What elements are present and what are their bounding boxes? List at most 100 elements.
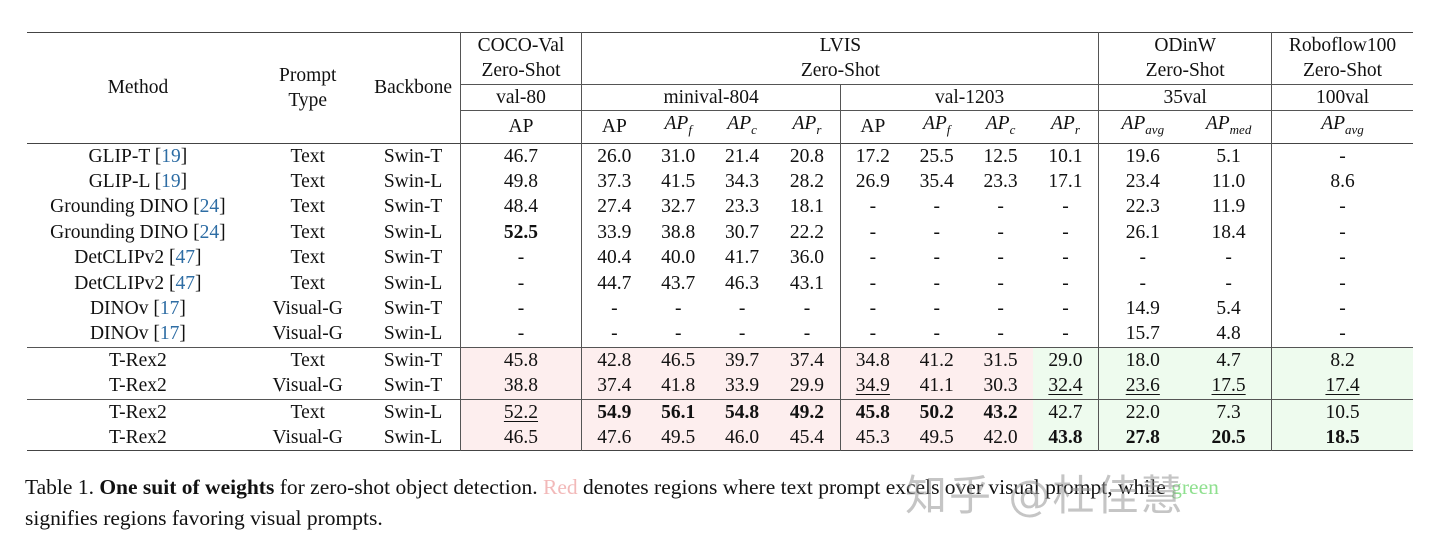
watermark: 知乎 @杜佳慧 <box>905 471 1185 520</box>
prompt-cell: Visual-G <box>272 323 343 345</box>
backbone-header: Backbone <box>374 77 453 99</box>
header-row-3: AP AP APf APc APr AP APf APc APr APavg A… <box>27 110 1413 144</box>
value-cell: - <box>1271 295 1413 322</box>
value-cell: 18.4 <box>1211 221 1246 243</box>
value-cell: 43.7 <box>661 272 696 294</box>
backbone-cell: Swin-L <box>383 221 443 243</box>
value-cell: 29.0 <box>1032 346 1099 374</box>
value-cell: 5.4 <box>1216 297 1241 319</box>
value-cell: 54.9 <box>581 398 647 425</box>
prompt-cell: Visual-G <box>272 426 343 448</box>
method-header: Method <box>107 77 169 99</box>
value-cell: - <box>933 196 940 218</box>
caption-text2: denotes regions where text prompt excels… <box>577 475 1172 499</box>
value-cell: 20.8 <box>789 145 825 167</box>
citation-link[interactable]: 17 <box>159 297 180 319</box>
value-cell: 41.8 <box>646 373 711 400</box>
table-row: DetCLIPv2 [47] Text Swin-T -40.4 40.0 41.7 36.… <box>27 245 1413 271</box>
value-cell: 32.7 <box>661 196 696 218</box>
method-cell: GLIP-T [19] <box>88 145 188 167</box>
value-cell: - <box>738 297 746 319</box>
value-cell: 37.4 <box>581 373 647 400</box>
value-cell: 30.7 <box>725 221 760 243</box>
caption-bold: One suit of weights <box>99 475 275 499</box>
value-cell: 23.4 <box>1098 168 1187 195</box>
table-body: GLIP-T [19] Text Swin-T 46.7 26.0 31.0 21.4 20.… <box>27 143 1413 451</box>
value-cell: - <box>933 221 940 243</box>
citation-link[interactable]: 24 <box>199 196 220 218</box>
coco-header: COCO-Val Zero-Shot <box>459 32 582 85</box>
table-row: Grounding DINO [24] Text Swin-L 52.5 33.9 38.… <box>27 219 1413 246</box>
method-cell: DetCLIPv2 [47] <box>74 272 202 294</box>
value-cell: 45.4 <box>774 424 841 451</box>
value-cell: 23.3 <box>983 170 1018 192</box>
value-cell: - <box>997 323 1004 345</box>
odinw-name: ODinW <box>1154 35 1217 56</box>
rf100-header: Roboflow100 Zero-Shot <box>1271 32 1413 85</box>
value-cell: - <box>1062 323 1069 345</box>
value-cell: 42.7 <box>1032 398 1099 425</box>
value-cell: 31.5 <box>968 346 1033 374</box>
table-row: DINOv [17] Visual-G Swin-T - - - - - - - - -14.9 5.4… <box>27 295 1413 322</box>
backbone-cell: Swin-T <box>383 196 443 218</box>
value-cell: 5.1 <box>1216 145 1241 167</box>
value-cell: 41.7 <box>725 247 760 269</box>
backbone-cell: Swin-L <box>383 272 443 294</box>
value-cell: 22.2 <box>789 221 825 243</box>
value-cell: - <box>459 295 582 322</box>
value-cell: 22.3 <box>1098 194 1187 220</box>
backbone-cell: Swin-L <box>383 426 443 448</box>
results-table: Method Prompt Type Backbone COCO-Val Zer… <box>27 32 1413 451</box>
value-cell: - <box>674 297 682 319</box>
backbone-cell: Swin-T <box>383 247 443 269</box>
citation-link[interactable]: 47 <box>175 272 196 294</box>
method-cell: DINOv [17] <box>89 323 186 345</box>
prompt-cell: Text <box>290 170 325 192</box>
metric-lvis-val-ap: AP <box>839 110 905 144</box>
header-row-2: val-80 minival-804 val-1203 35val 100val <box>27 84 1413 112</box>
citation-link[interactable]: 19 <box>161 170 181 192</box>
backbone-cell: Swin-T <box>383 145 443 167</box>
value-cell: 43.2 <box>968 398 1033 425</box>
value-cell: 52.2 <box>459 398 582 425</box>
value-cell: 38.8 <box>459 373 582 400</box>
citation-link[interactable]: 47 <box>175 247 196 269</box>
citation-link[interactable]: 24 <box>199 221 220 243</box>
value-cell: 46.7 <box>459 143 582 169</box>
prompt-cell: Text <box>248 398 367 425</box>
value-cell: 45.8 <box>839 398 905 425</box>
value-cell: 25.5 <box>919 145 954 167</box>
value-cell: 33.9 <box>710 373 775 400</box>
citation-link[interactable]: 19 <box>161 145 181 167</box>
value-cell: - <box>459 321 582 348</box>
value-cell: - <box>1271 270 1413 296</box>
value-cell: 18.0 <box>1098 346 1187 374</box>
value-cell: - <box>997 196 1004 218</box>
method-cell: T-Rex2 <box>27 346 249 374</box>
value-cell: - <box>1098 270 1187 296</box>
value-cell: - <box>1225 247 1232 269</box>
method-cell: DINOv [17] <box>89 297 186 319</box>
caption-text1: for zero-shot object detection. <box>274 475 543 499</box>
metric-lvis-val-apf: APf <box>922 113 951 138</box>
lvis-sub: Zero-Shot <box>800 60 880 82</box>
metric-lvis-mini-apr: APr <box>792 113 822 138</box>
value-cell: 17.2 <box>839 143 905 169</box>
value-cell: 34.3 <box>725 170 760 192</box>
value-cell: - <box>1062 272 1069 294</box>
value-cell: 37.4 <box>774 346 841 374</box>
value-cell: 36.0 <box>789 247 825 269</box>
value-cell: 10.1 <box>1048 145 1083 167</box>
prompt-cell: Text <box>290 221 325 243</box>
value-cell: 17.4 <box>1271 373 1413 400</box>
value-cell: - <box>839 245 905 271</box>
prompt-cell: Visual-G <box>272 375 343 397</box>
citation-link[interactable]: 17 <box>159 323 180 345</box>
value-cell: 45.3 <box>839 424 905 451</box>
value-cell: 41.5 <box>661 170 696 192</box>
value-cell: 34.9 <box>839 373 905 400</box>
table-row: Grounding DINO [24] Text Swin-T 48.4 27.4 32.… <box>27 194 1413 220</box>
value-cell: - <box>933 247 940 269</box>
value-cell: 31.0 <box>661 145 696 167</box>
rf100-sub: Zero-Shot <box>1302 60 1383 82</box>
